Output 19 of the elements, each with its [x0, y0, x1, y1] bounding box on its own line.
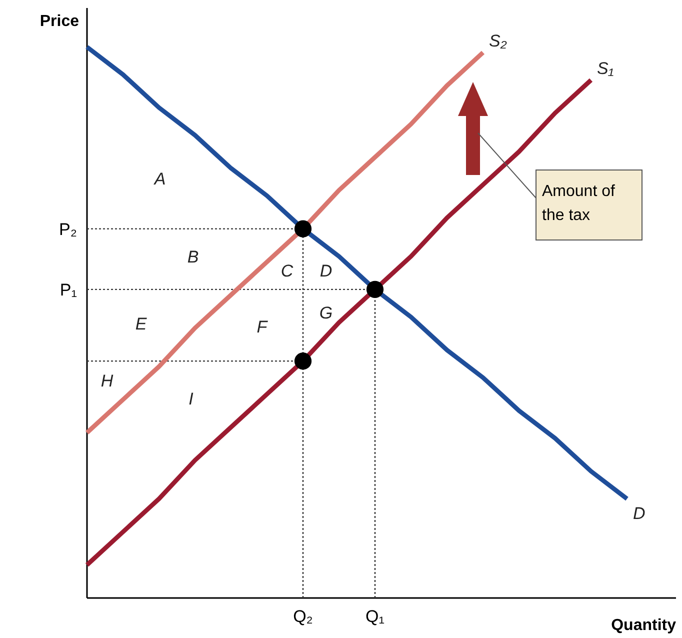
series-label: S₂: [489, 32, 508, 51]
ref-line-label: P₂: [59, 220, 77, 239]
annotation: Amount of the tax: [542, 183, 616, 224]
annotation: C: [280, 261, 294, 280]
series-label: S₁: [597, 59, 614, 78]
y-axis-title: Price: [40, 13, 80, 30]
annotation: I: [188, 389, 194, 408]
ref-line-label: P₁: [60, 280, 78, 300]
annotation: G: [319, 303, 333, 322]
annotation: H: [100, 371, 114, 390]
x-tick-label: Q₂: [293, 607, 313, 626]
annotation: D: [320, 261, 332, 280]
x-axis-title: Quantity: [611, 617, 676, 634]
annotation: F: [256, 317, 269, 336]
series-label: D: [633, 504, 646, 523]
annotation: A: [153, 169, 166, 188]
x-tick-label: Q₁: [366, 607, 385, 626]
annotation: B: [187, 247, 199, 266]
annotation: E: [135, 314, 148, 334]
